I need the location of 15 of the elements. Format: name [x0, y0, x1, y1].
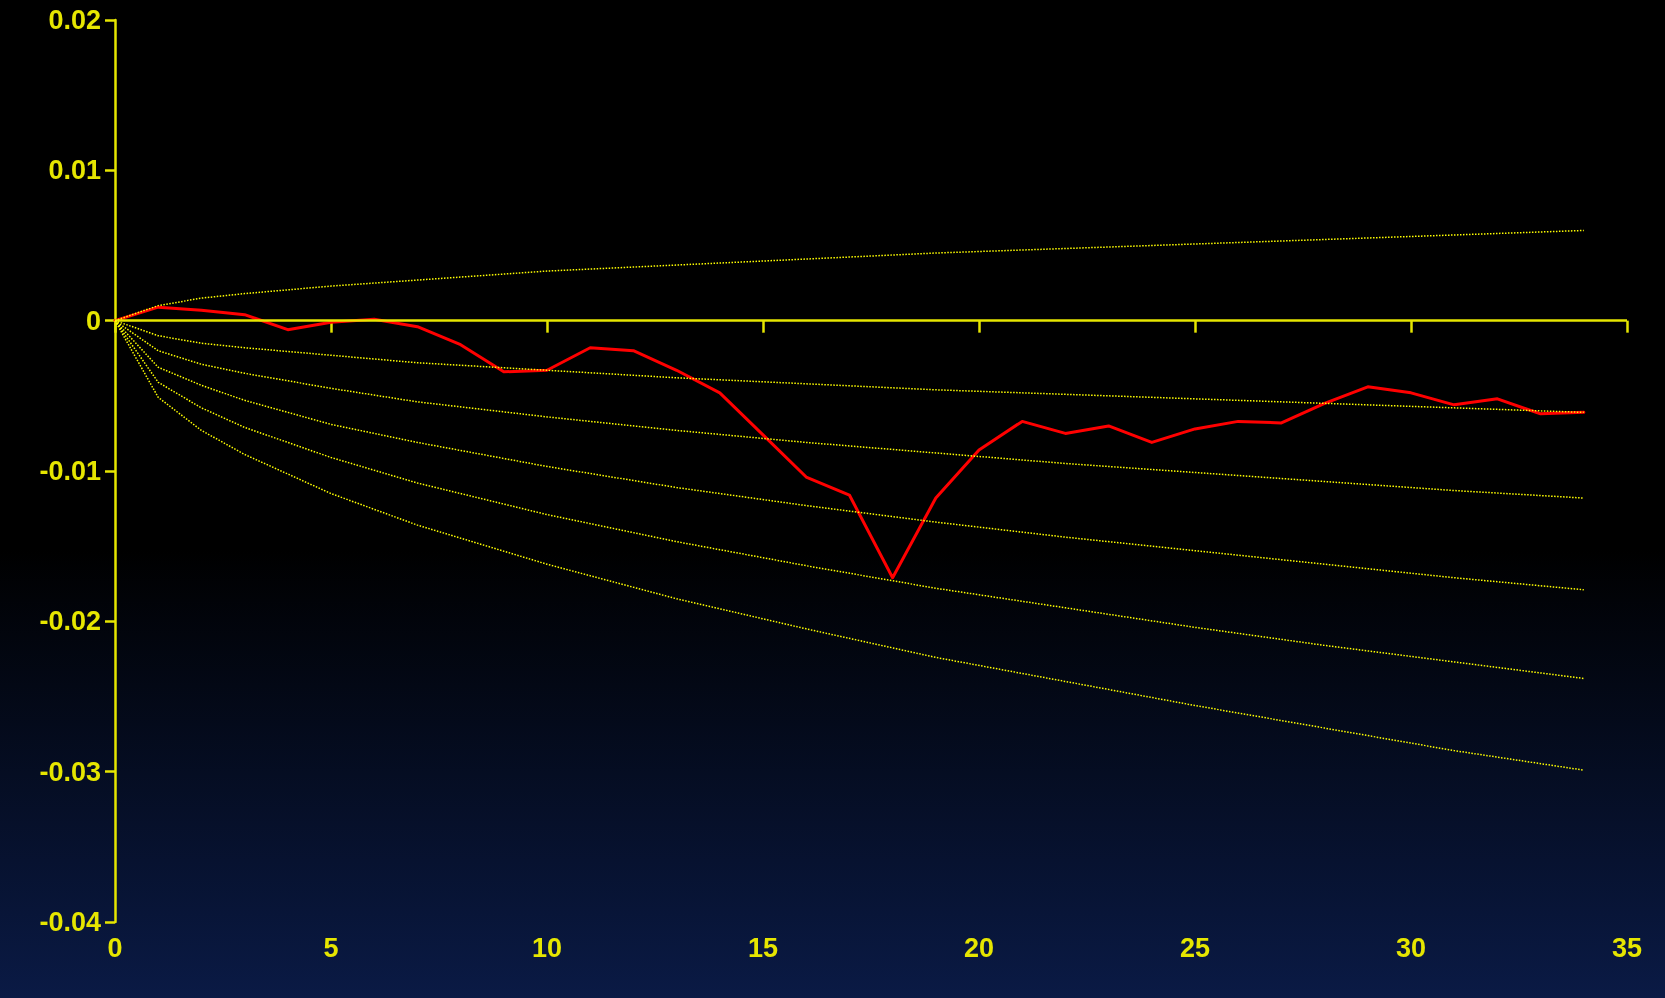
y-tick-label: -0.03: [39, 756, 101, 787]
y-tick-label: -0.02: [39, 606, 101, 637]
x-tick-label: 25: [1179, 932, 1211, 963]
x-tick-label: 20: [963, 932, 995, 963]
y-tick-label: 0: [85, 305, 101, 336]
x-tick-label: 15: [747, 932, 779, 963]
x-tick-label: 30: [1395, 932, 1427, 963]
x-tick-label: 35: [1611, 932, 1643, 963]
x-tick-label: 5: [323, 932, 339, 963]
x-tick-label: 10: [531, 932, 563, 963]
y-tick-label: 0.01: [48, 155, 101, 186]
y-tick-label: -0.01: [39, 456, 101, 486]
y-tick-label: 0.02: [48, 5, 101, 35]
y-tick-label: -0.04: [39, 907, 101, 937]
x-tick-label: 0: [107, 932, 123, 963]
